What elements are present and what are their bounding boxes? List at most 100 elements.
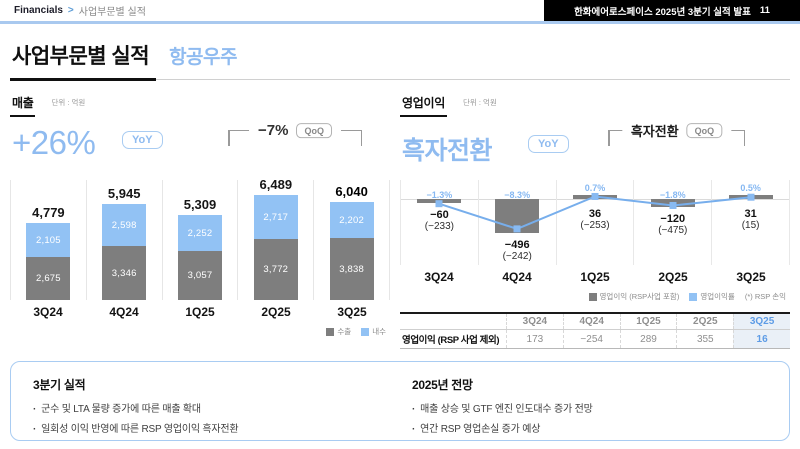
quarter-results-title: 3분기 실적 [33, 378, 86, 392]
legend-label: (*) RSP 손익 [744, 292, 786, 301]
page-title: 사업부문별 실적 [12, 45, 150, 68]
table-header-3Q25: 3Q25 [733, 314, 790, 329]
x-label-3Q25: 3Q25 [337, 305, 367, 319]
rsp-annotation-label: (−233) [424, 221, 454, 232]
bar-2Q25: 2,717 3,772 [253, 195, 298, 300]
profit-bar [650, 199, 695, 207]
bar-4Q24: 2,598 3,346 [102, 204, 147, 300]
bar-total-label: 4,779 [32, 205, 65, 220]
bullet-item: 매출 상승 및 GTF 엔진 인도대수 증가 전망 [412, 400, 767, 415]
revenue-section: 매출 단위 : 억원 +26% YoY −7% QoQ 2,105 2,675 4,… [10, 80, 390, 349]
legend-swatch [689, 292, 698, 301]
outlook-title: 2025년 전망 [412, 378, 473, 392]
x-label-1Q25: 1Q25 [580, 270, 610, 284]
quarter-results-column: 3분기 실적 군수 및 LTA 물량 증가에 따른 매출 확대일회성 이익 반영… [33, 372, 400, 435]
bar-segment-domestic: 2,105 [26, 223, 71, 257]
legend-label: 수출 [337, 327, 352, 336]
bracket-tick-right [360, 130, 362, 146]
bar-segment-domestic: 2,717 [253, 195, 298, 239]
profit-delta-row: 흑자전환 YoY 흑자전환 QoQ [400, 121, 790, 174]
bar-total-label: 6,489 [259, 177, 293, 192]
profit-value-label: −60 [430, 209, 449, 221]
revenue-slot-1Q25: 2,252 3,057 5,309 [161, 180, 238, 300]
x-label-2Q25: 2Q25 [261, 305, 291, 319]
bar-segment-domestic: 2,598 [102, 204, 147, 246]
revenue-header: 매출 단위 : 억원 [10, 94, 390, 117]
revenue-qoq-value: −7% [258, 122, 289, 140]
profit-slot-3Q24: −60 (−233) −1.3% [400, 180, 478, 265]
outlook-column: 2025년 전망 매출 상승 및 GTF 엔진 인도대수 증가 전망연간 RSP… [400, 372, 767, 435]
page-number: 11 [759, 5, 770, 16]
outlook-bullets: 매출 상승 및 GTF 엔진 인도대수 증가 전망연간 RSP 영업손실 증가 … [412, 400, 767, 435]
bullet-item: 일회성 이익 반영에 따른 RSP 영업이익 흑자전환 [33, 420, 400, 435]
legend-item: (*) RSP 손익 [745, 291, 786, 302]
profit-yoy-value: 흑자전환 [402, 137, 493, 165]
profit-section: 영업이익 단위 : 억원 흑자전환 YoY 흑자전환 QoQ −60 (−233)… [400, 80, 790, 349]
profit-chart-plot: −60 (−233) −1.3% −496 (−242) −8.3% 36 (−253) 0.7… [400, 180, 790, 265]
legend-swatch [361, 327, 370, 336]
x-label-2Q25: 2Q25 [658, 270, 688, 284]
bar-total-label: 5,309 [183, 197, 217, 212]
table-value-cell: −254 [562, 330, 620, 348]
profit-legend: 영업이익 (RSP사업 포함) 영업이익률 (*) RSP 손익 [400, 291, 790, 302]
breadcrumb-current: 사업부문별 실적 [78, 7, 146, 18]
margin-pct-label: −1.8% [659, 190, 686, 200]
yoy-badge: YoY [122, 131, 163, 149]
bar-3Q25: 2,202 3,838 [329, 202, 374, 300]
segment-title: 항공우주 [169, 47, 237, 68]
table-row-label: 영업이익 (RSP 사업 제외) [402, 335, 500, 346]
x-label-4Q24: 4Q24 [109, 305, 139, 319]
profit-bar [572, 195, 617, 199]
yoy-badge: YoY [528, 135, 569, 153]
table-data-row: 영업이익 (RSP 사업 제외) 173 −254 289 355 16 [400, 330, 790, 348]
bracket-tick-left [228, 130, 230, 146]
summary-box: 3분기 실적 군수 및 LTA 물량 증가에 따른 매출 확대일회성 이익 반영… [10, 361, 790, 441]
revenue-slot-2Q25: 2,717 3,772 6,489 [237, 177, 313, 300]
bar-total-label: 5,945 [107, 186, 141, 201]
bullet-item: 연간 RSP 영업손실 증가 예상 [412, 420, 767, 435]
legend-swatch [326, 327, 335, 336]
profit-header: 영업이익 단위 : 억원 [400, 94, 790, 117]
revenue-delta-row: +26% YoY −7% QoQ [10, 122, 390, 174]
rsp-excluded-table: 3Q24 4Q24 1Q25 2Q25 3Q25 영업이익 (RSP 사업 제외) 173−… [400, 312, 790, 349]
bullet-item: 군수 및 LTA 물량 증가에 따른 매출 확대 [33, 400, 400, 415]
table-header-row: 3Q24 4Q24 1Q25 2Q25 3Q25 [400, 314, 790, 330]
breadcrumb: Financials > 사업부문별 실적 [0, 0, 146, 21]
x-label-3Q24: 3Q24 [424, 270, 454, 284]
profit-unit-label: 단위 : 억원 [462, 98, 497, 107]
table-value-cell: 289 [619, 330, 677, 348]
table-value-cell: 173 [506, 330, 563, 348]
revenue-qoq-bracket: −7% QoQ [228, 122, 362, 150]
bar-segment-export: 3,057 [177, 251, 222, 300]
bar-segment-export: 3,772 [253, 239, 298, 300]
bar-segment-domestic: 2,252 [177, 215, 222, 251]
legend-item: 영업이익 (RSP사업 포함) [588, 291, 680, 302]
table-header-1Q25: 1Q25 [619, 314, 677, 329]
profit-slot-1Q25: 36 (−253) 0.7% [555, 180, 634, 265]
profit-bar [495, 199, 540, 233]
margin-pct-label: 0.7% [584, 183, 606, 193]
profit-value-label: 31 [744, 208, 757, 220]
legend-item: 내수 [361, 326, 386, 337]
bar-segment-domestic: 2,202 [329, 202, 374, 238]
revenue-legend: 수출 내수 [10, 326, 390, 337]
x-label-3Q25: 3Q25 [736, 270, 766, 284]
revenue-chart-plot: 2,105 2,675 4,779 2,598 3,346 5,945 2,252 3,057… [10, 177, 390, 300]
x-label-4Q24: 4Q24 [502, 270, 532, 284]
revenue-slot-4Q24: 2,598 3,346 5,945 [85, 180, 162, 300]
top-bar: Financials > 사업부문별 실적 한화에어로스페이스 2025년 3분… [0, 0, 800, 21]
profit-section-label: 영업이익 [400, 94, 447, 117]
profit-bar [728, 195, 773, 199]
legend-item: 수출 [326, 326, 351, 337]
qoq-badge: QoQ [296, 123, 332, 139]
legend-label: 영업이익 (RSP사업 포함) [599, 292, 680, 301]
x-label-1Q25: 1Q25 [185, 305, 215, 319]
revenue-qoq-label: −7% QoQ [249, 122, 341, 140]
revenue-yoy-value: +26% [12, 124, 96, 161]
breadcrumb-root: Financials [14, 5, 63, 16]
profit-value-label: −496 [504, 239, 530, 251]
bracket-tick-left [608, 130, 610, 146]
table-value-cell: 16 [733, 330, 790, 348]
profit-qoq-label: 흑자전환 QoQ [621, 121, 732, 141]
